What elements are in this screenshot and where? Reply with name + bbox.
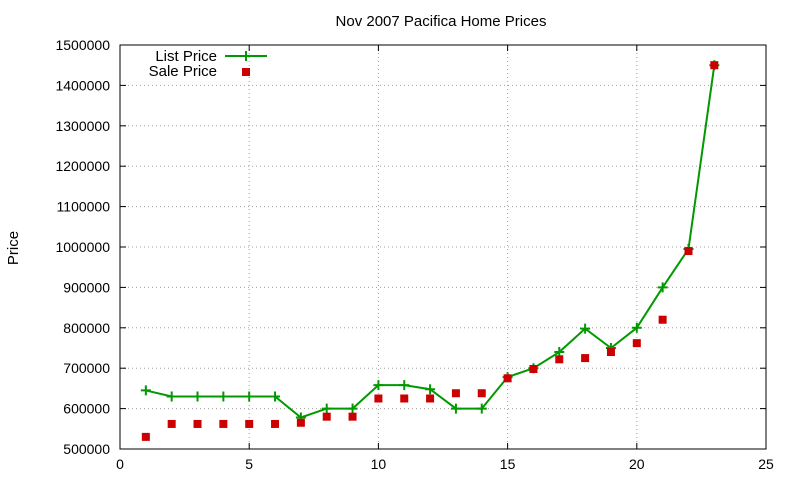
sale-price-point [710, 61, 719, 70]
sale-price-point [400, 394, 409, 403]
y-tick-label: 1000000 [55, 239, 110, 255]
x-tick-label: 25 [758, 456, 774, 472]
list-price-point [321, 403, 332, 414]
sale-price-point [606, 348, 615, 357]
chart-title: Nov 2007 Pacifica Home Prices [336, 13, 547, 30]
sale-price-point [451, 389, 460, 398]
x-tick-label: 10 [371, 456, 387, 472]
sale-price-point [632, 339, 641, 348]
list-price-point [476, 403, 487, 414]
sale-price-point [555, 355, 564, 364]
list-price-point [399, 380, 410, 391]
sale-price-point [348, 412, 357, 421]
list-price-point [218, 391, 229, 402]
x-tick-label: 5 [245, 456, 253, 472]
y-tick-label: 500000 [63, 441, 110, 457]
list-price-point [192, 391, 203, 402]
sale-price-point [245, 419, 254, 428]
plot-area [140, 60, 720, 441]
y-tick-label: 800000 [63, 320, 110, 336]
list-price-point [657, 282, 668, 293]
sale-price-point [477, 389, 486, 398]
y-axis-label: Price [5, 231, 22, 265]
sale-price-point [219, 419, 228, 428]
list-price-point [244, 391, 255, 402]
list-price-point [140, 385, 151, 396]
list-price-point [631, 322, 642, 333]
sale-price-point [684, 247, 693, 256]
sale-price-point [271, 419, 280, 428]
y-tick-label: 1400000 [55, 77, 110, 93]
legend-label-sale-price: Sale Price [149, 63, 217, 80]
sale-price-point [141, 432, 150, 441]
sale-price-point [503, 374, 512, 383]
sale-price-point [193, 419, 202, 428]
sale-price-point [167, 419, 176, 428]
sale-price-point [581, 354, 590, 363]
list-price-point [373, 380, 384, 391]
list-price-point [425, 384, 436, 395]
sale-price-point [296, 418, 305, 427]
list-price-point [270, 391, 281, 402]
x-tick-label: 20 [629, 456, 645, 472]
legend-marker-list-price [241, 51, 251, 61]
y-tick-label: 1300000 [55, 118, 110, 134]
list-price-line [145, 65, 716, 419]
y-tick-label: 1100000 [57, 199, 111, 215]
y-tick-label: 900000 [63, 279, 110, 295]
list-price-point [347, 403, 358, 414]
axes: 0 5 10 15 20 25 500000 600000 700000 800000 900000… [55, 37, 774, 472]
grid [120, 45, 766, 449]
x-tick-label: 15 [500, 456, 516, 472]
legend-label-list-price: List Price [155, 48, 217, 65]
y-tick-label: 1200000 [55, 158, 110, 174]
sale-price-point [374, 394, 383, 403]
x-tick-label: 0 [116, 456, 124, 472]
list-price-point [166, 391, 177, 402]
legend-marker-sale-price [242, 68, 250, 76]
y-tick-label: 600000 [63, 401, 110, 417]
sale-price-point [426, 394, 435, 403]
sale-price-point [658, 315, 667, 324]
sale-price-point [322, 412, 331, 421]
list-price-point [580, 323, 591, 334]
list-price-point [450, 403, 461, 414]
y-tick-label: 700000 [63, 360, 110, 376]
y-tick-label: 1500000 [55, 37, 110, 53]
sale-price-point [529, 365, 538, 374]
